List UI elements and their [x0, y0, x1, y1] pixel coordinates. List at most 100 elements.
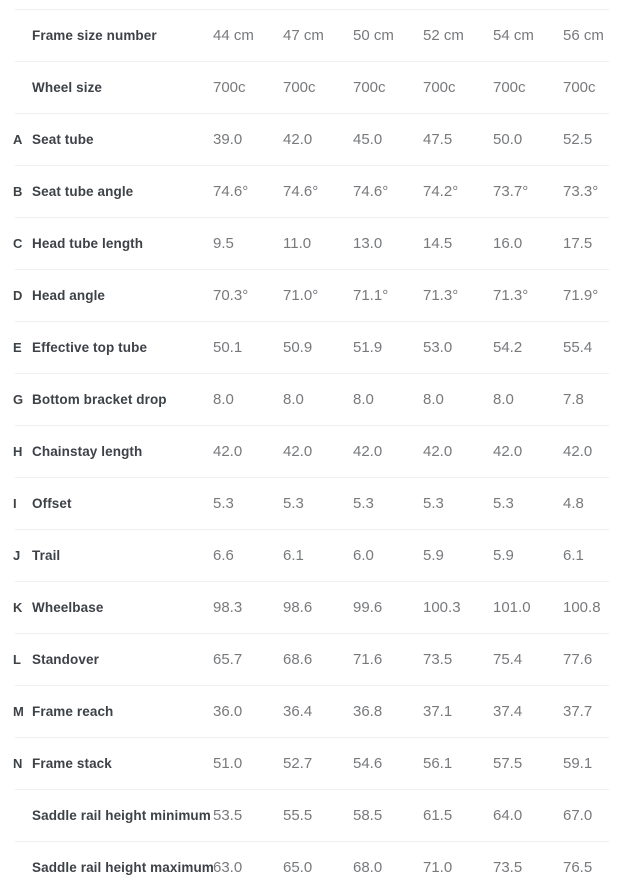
value-cell: 71.0°	[283, 287, 319, 304]
row-label: Frame stack	[32, 756, 112, 771]
value-cell: 63.0	[213, 859, 243, 876]
value-cell: 101.0	[493, 599, 531, 616]
value-cell: 64.0	[493, 807, 523, 824]
table-row: G Bottom bracket drop 8.0 8.0 8.0 8.0 8.…	[13, 374, 609, 426]
row-letter: A	[13, 132, 23, 147]
value-cell: 42.0	[563, 443, 593, 460]
value-cell: 67.0	[563, 807, 593, 824]
value-cell: 53.5	[213, 807, 243, 824]
row-letter: C	[13, 236, 23, 251]
table-row: Saddle rail height minimum 53.5 55.5 58.…	[15, 790, 609, 842]
value-cell: 55.4	[563, 339, 593, 356]
row-label: Seat tube angle	[32, 184, 134, 199]
value-cell: 100.8	[563, 599, 601, 616]
value-cell: 59.1	[563, 755, 593, 772]
table-row: J Trail 6.6 6.1 6.0 5.9 5.9 6.1	[13, 530, 609, 582]
value-cell: 50.0	[493, 131, 523, 148]
row-label: Frame size number	[32, 28, 157, 43]
row-label: Chainstay length	[32, 444, 143, 459]
value-cell: 77.6	[563, 651, 593, 668]
table-row: H Chainstay length 42.0 42.0 42.0 42.0 4…	[13, 426, 609, 478]
row-label: Head tube length	[32, 236, 144, 251]
value-cell: 14.5	[423, 235, 453, 252]
row-label: Seat tube	[32, 132, 94, 147]
value-cell: 52.7	[283, 755, 313, 772]
value-cell: 68.0	[353, 859, 383, 876]
value-cell: 5.3	[353, 495, 374, 512]
value-cell: 5.3	[423, 495, 444, 512]
row-label: Wheelbase	[32, 600, 104, 615]
table-row: N Frame stack 51.0 52.7 54.6 56.1 57.5 5…	[13, 738, 609, 790]
value-cell: 74.2°	[423, 183, 459, 200]
row-label: Bottom bracket drop	[32, 392, 167, 407]
value-cell: 71.0	[423, 859, 453, 876]
value-cell: 65.0	[283, 859, 313, 876]
value-cell: 71.3°	[493, 287, 529, 304]
value-cell: 98.3	[213, 599, 243, 616]
value-cell: 700c	[353, 79, 386, 96]
value-cell: 5.3	[493, 495, 514, 512]
value-cell: 54 cm	[493, 27, 534, 44]
value-cell: 5.9	[423, 547, 444, 564]
row-letter: I	[13, 496, 17, 511]
value-cell: 6.1	[283, 547, 304, 564]
value-cell: 42.0	[283, 443, 313, 460]
value-cell: 47.5	[423, 131, 453, 148]
value-cell: 54.2	[493, 339, 523, 356]
value-cell: 17.5	[563, 235, 593, 252]
value-cell: 100.3	[423, 599, 461, 616]
value-cell: 52 cm	[423, 27, 464, 44]
value-cell: 68.6	[283, 651, 313, 668]
table-row: K Wheelbase 98.3 98.6 99.6 100.3 101.0 1…	[13, 582, 609, 634]
value-cell: 16.0	[493, 235, 523, 252]
value-cell: 71.6	[353, 651, 383, 668]
row-letter: H	[13, 444, 23, 459]
value-cell: 6.0	[353, 547, 374, 564]
value-cell: 700c	[283, 79, 316, 96]
value-cell: 74.6°	[283, 183, 319, 200]
table-row: I Offset 5.3 5.3 5.3 5.3 5.3 4.8	[13, 478, 609, 530]
value-cell: 5.9	[493, 547, 514, 564]
value-cell: 51.0	[213, 755, 243, 772]
value-cell: 57.5	[493, 755, 523, 772]
value-cell: 42.0	[283, 131, 313, 148]
table-row: C Head tube length 9.5 11.0 13.0 14.5 16…	[13, 218, 609, 270]
value-cell: 53.0	[423, 339, 453, 356]
value-cell: 36.4	[283, 703, 313, 720]
value-cell: 8.0	[213, 391, 234, 408]
value-cell: 39.0	[213, 131, 243, 148]
value-cell: 56 cm	[563, 27, 604, 44]
value-cell: 8.0	[423, 391, 444, 408]
value-cell: 75.4	[493, 651, 523, 668]
value-cell: 4.8	[563, 495, 584, 512]
row-label: Trail	[32, 548, 61, 563]
value-cell: 6.1	[563, 547, 584, 564]
row-letter: M	[13, 704, 24, 719]
value-cell: 56.1	[423, 755, 453, 772]
value-cell: 8.0	[283, 391, 304, 408]
value-cell: 73.5	[423, 651, 453, 668]
value-cell: 54.6	[353, 755, 383, 772]
value-cell: 37.7	[563, 703, 593, 720]
value-cell: 50 cm	[353, 27, 394, 44]
value-cell: 73.5	[493, 859, 523, 876]
value-cell: 55.5	[283, 807, 313, 824]
value-cell: 52.5	[563, 131, 593, 148]
frame-geometry-table: Frame size number 44 cm 47 cm 50 cm 52 c…	[13, 9, 609, 884]
row-letter: D	[13, 288, 23, 303]
row-letter: L	[13, 652, 21, 667]
value-cell: 700c	[423, 79, 456, 96]
row-letter: N	[13, 756, 23, 771]
value-cell: 74.6°	[213, 183, 249, 200]
value-cell: 9.5	[213, 235, 234, 252]
value-cell: 73.3°	[563, 183, 599, 200]
row-label: Saddle rail height minimum	[32, 808, 211, 823]
value-cell: 47 cm	[283, 27, 324, 44]
value-cell: 98.6	[283, 599, 313, 616]
value-cell: 700c	[563, 79, 596, 96]
row-label: Frame reach	[32, 704, 114, 719]
row-letter: K	[13, 600, 23, 615]
value-cell: 42.0	[213, 443, 243, 460]
table-row: B Seat tube angle 74.6° 74.6° 74.6° 74.2…	[13, 166, 609, 218]
value-cell: 42.0	[353, 443, 383, 460]
